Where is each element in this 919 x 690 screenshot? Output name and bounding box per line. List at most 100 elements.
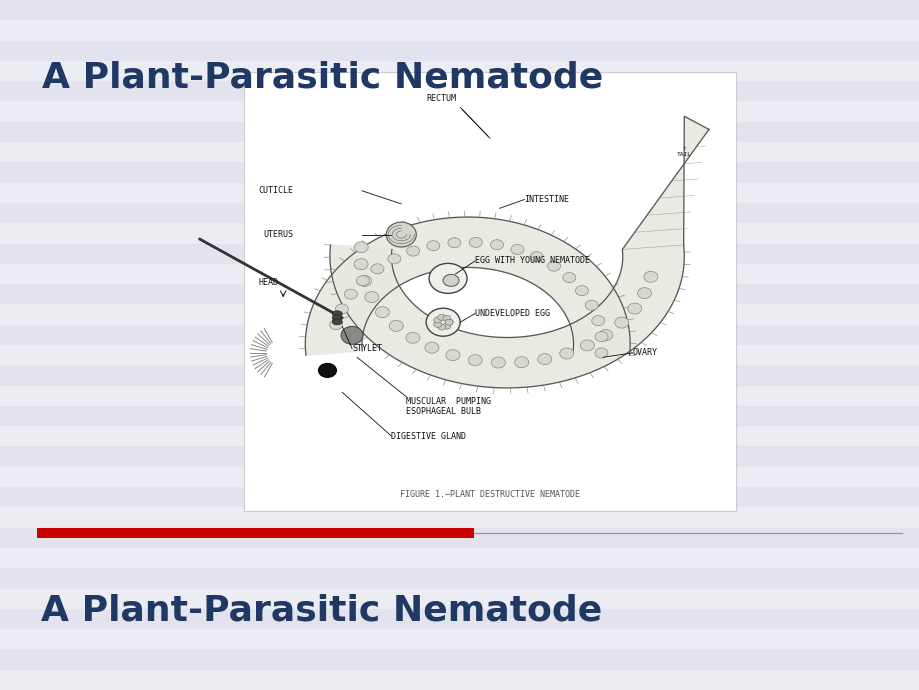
Bar: [0, 41, 919, 61]
Text: MUSCULAR  PUMPING
ESOPHAGEAL BULB: MUSCULAR PUMPING ESOPHAGEAL BULB: [406, 397, 491, 416]
Bar: [0, 345, 919, 365]
Ellipse shape: [595, 332, 607, 342]
Ellipse shape: [598, 330, 612, 340]
Ellipse shape: [329, 319, 342, 330]
Bar: [0, 264, 919, 284]
Bar: [0, 0, 919, 20]
Text: EGG WITH YOUNG NEMATODE: EGG WITH YOUNG NEMATODE: [474, 257, 589, 266]
Bar: [0, 304, 919, 325]
Ellipse shape: [332, 315, 342, 321]
Ellipse shape: [547, 261, 560, 271]
Bar: [0, 142, 919, 162]
Polygon shape: [621, 116, 709, 249]
Bar: [0, 406, 919, 426]
Bar: [0, 183, 919, 203]
Ellipse shape: [510, 244, 524, 255]
Bar: [0, 629, 919, 649]
Ellipse shape: [595, 348, 607, 358]
Ellipse shape: [357, 275, 371, 286]
Ellipse shape: [443, 275, 459, 286]
Bar: [0, 569, 919, 589]
Ellipse shape: [405, 333, 419, 344]
Bar: [0, 386, 919, 406]
Bar: [0, 244, 919, 264]
Ellipse shape: [318, 364, 336, 377]
Ellipse shape: [491, 357, 505, 368]
Ellipse shape: [433, 322, 441, 327]
Text: FIGURE 1.—PLANT DESTRUCTIVE NEMATODE: FIGURE 1.—PLANT DESTRUCTIVE NEMATODE: [400, 490, 579, 499]
Ellipse shape: [442, 315, 450, 322]
Ellipse shape: [332, 319, 342, 325]
Ellipse shape: [614, 317, 628, 328]
Text: UNDEVELOPED EGG: UNDEVELOPED EGG: [474, 309, 550, 318]
Ellipse shape: [433, 317, 441, 323]
Ellipse shape: [637, 288, 651, 299]
Ellipse shape: [389, 320, 403, 331]
Ellipse shape: [341, 326, 363, 344]
Bar: [0, 20, 919, 41]
Ellipse shape: [591, 315, 604, 326]
Ellipse shape: [574, 286, 588, 296]
Bar: [0, 466, 919, 487]
Ellipse shape: [584, 300, 597, 310]
Text: RECTUM: RECTUM: [425, 95, 456, 103]
Text: OVARY: OVARY: [632, 348, 657, 357]
Ellipse shape: [437, 315, 446, 320]
Bar: [0, 446, 919, 466]
Text: STYLET: STYLET: [352, 344, 381, 353]
Ellipse shape: [426, 241, 439, 250]
Text: ↑
TAIL: ↑ TAIL: [676, 146, 691, 157]
Ellipse shape: [425, 342, 438, 353]
Polygon shape: [330, 245, 684, 388]
Ellipse shape: [375, 306, 389, 317]
Ellipse shape: [428, 264, 467, 293]
Ellipse shape: [580, 340, 594, 351]
Ellipse shape: [406, 246, 419, 256]
Ellipse shape: [354, 259, 368, 270]
Ellipse shape: [559, 348, 573, 359]
Bar: [0, 203, 919, 224]
Ellipse shape: [332, 310, 342, 317]
Ellipse shape: [370, 264, 383, 274]
Ellipse shape: [514, 357, 528, 368]
Ellipse shape: [627, 303, 641, 314]
Text: DIGESTIVE GLAND: DIGESTIVE GLAND: [391, 432, 466, 441]
Ellipse shape: [643, 271, 657, 282]
Bar: [37, 528, 473, 538]
Ellipse shape: [365, 292, 379, 303]
Bar: [0, 81, 919, 101]
Ellipse shape: [425, 308, 460, 336]
Ellipse shape: [448, 238, 460, 248]
Bar: [0, 121, 919, 142]
Bar: [0, 609, 919, 629]
Bar: [0, 365, 919, 386]
Bar: [0, 507, 919, 528]
Bar: [0, 426, 919, 446]
Bar: [0, 487, 919, 507]
Ellipse shape: [388, 254, 401, 264]
Ellipse shape: [446, 350, 460, 361]
Bar: [0, 670, 919, 690]
Bar: [0, 325, 919, 345]
Text: INTESTINE: INTESTINE: [524, 195, 569, 204]
Text: A Plant-Parasitic Nematode: A Plant-Parasitic Nematode: [42, 61, 603, 95]
Ellipse shape: [356, 276, 369, 286]
Bar: [244, 72, 735, 511]
Ellipse shape: [437, 324, 446, 330]
Bar: [0, 589, 919, 609]
Ellipse shape: [562, 273, 575, 283]
Ellipse shape: [442, 323, 450, 329]
Bar: [0, 101, 919, 121]
Ellipse shape: [445, 319, 453, 325]
Text: A Plant-Parasitic Nematode: A Plant-Parasitic Nematode: [41, 593, 602, 628]
Ellipse shape: [529, 252, 542, 262]
Ellipse shape: [469, 237, 482, 248]
Text: CUTICLE: CUTICLE: [257, 186, 292, 195]
Ellipse shape: [354, 241, 368, 253]
Ellipse shape: [445, 319, 453, 325]
Bar: [0, 528, 919, 548]
Bar: [0, 649, 919, 670]
Bar: [0, 284, 919, 304]
Ellipse shape: [344, 289, 357, 299]
Ellipse shape: [468, 355, 482, 366]
